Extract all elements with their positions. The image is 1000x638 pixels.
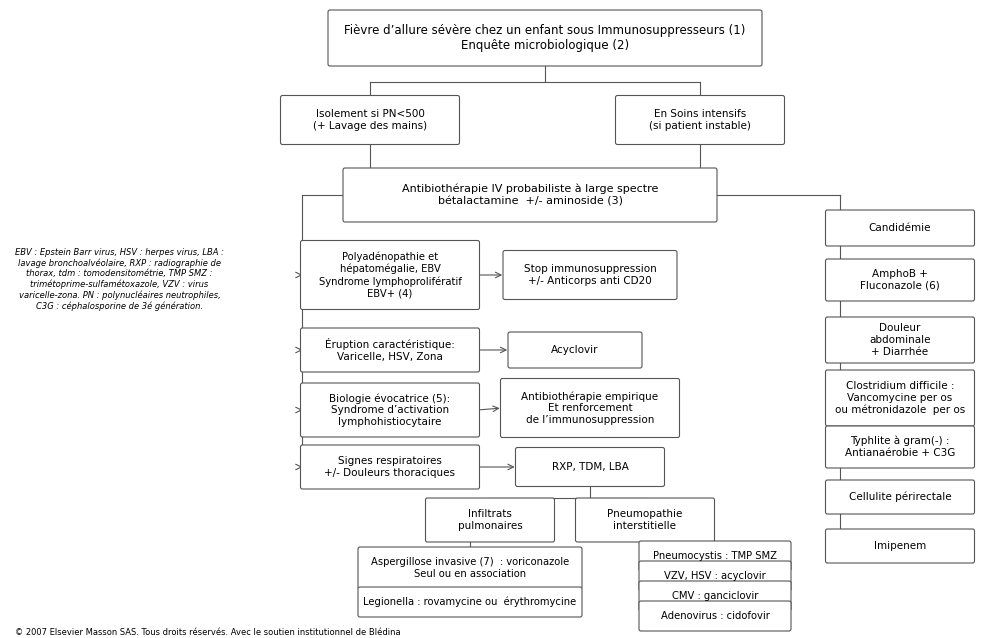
FancyBboxPatch shape [826,317,974,363]
FancyBboxPatch shape [639,581,791,611]
Text: Aspergillose invasive (7)  : voriconazole
Seul ou en association: Aspergillose invasive (7) : voriconazole… [371,557,569,579]
FancyBboxPatch shape [826,370,974,426]
FancyBboxPatch shape [516,447,664,487]
FancyBboxPatch shape [639,561,791,591]
Text: Legionella : rovamycine ou  érythromycine: Legionella : rovamycine ou érythromycine [363,597,577,607]
FancyBboxPatch shape [826,210,974,246]
Text: VZV, HSV : acyclovir: VZV, HSV : acyclovir [664,571,766,581]
Text: Fièvre d’allure sévère chez un enfant sous Immunosuppresseurs (1)
Enquête microb: Fièvre d’allure sévère chez un enfant so… [344,24,746,52]
Text: Isolement si PN<500
(+ Lavage des mains): Isolement si PN<500 (+ Lavage des mains) [313,109,427,131]
FancyBboxPatch shape [826,259,974,301]
FancyBboxPatch shape [358,587,582,617]
Text: CMV : ganciclovir: CMV : ganciclovir [672,591,758,601]
FancyBboxPatch shape [426,498,554,542]
FancyBboxPatch shape [300,445,480,489]
FancyBboxPatch shape [639,541,791,571]
FancyBboxPatch shape [280,96,460,144]
FancyBboxPatch shape [639,601,791,631]
FancyBboxPatch shape [576,498,714,542]
FancyBboxPatch shape [826,529,974,563]
Text: Pneumocystis : TMP SMZ: Pneumocystis : TMP SMZ [653,551,777,561]
Text: Adenovirus : cidofovir: Adenovirus : cidofovir [661,611,769,621]
FancyBboxPatch shape [300,328,480,372]
Text: En Soins intensifs
(si patient instable): En Soins intensifs (si patient instable) [649,109,751,131]
Text: AmphoB +
Fluconazole (6): AmphoB + Fluconazole (6) [860,269,940,291]
Text: Signes respiratoires
+/- Douleurs thoraciques: Signes respiratoires +/- Douleurs thorac… [324,456,456,478]
Text: Acyclovir: Acyclovir [551,345,599,355]
FancyBboxPatch shape [503,251,677,299]
Text: Biologie évocatrice (5):
Syndrome d’activation
lymphohistiocytaire: Biologie évocatrice (5): Syndrome d’acti… [329,393,451,427]
FancyBboxPatch shape [501,378,680,438]
Text: RXP, TDM, LBA: RXP, TDM, LBA [552,462,628,472]
Text: Antibiothérapie empirique
Et renforcement
de l’immunosuppression: Antibiothérapie empirique Et renforcemen… [521,391,659,425]
FancyBboxPatch shape [826,426,974,468]
FancyBboxPatch shape [616,96,784,144]
FancyBboxPatch shape [300,241,480,309]
Text: Infiltrats
pulmonaires: Infiltrats pulmonaires [458,509,522,531]
Text: Clostridium difficile :
Vancomycine per os
ou métronidazole  per os: Clostridium difficile : Vancomycine per … [835,381,965,415]
Text: Antibiothérapie IV probabiliste à large spectre
bétalactamine  +/- aminoside (3): Antibiothérapie IV probabiliste à large … [402,184,658,206]
Text: EBV : Epstein Barr virus, HSV : herpes virus, LBA :
lavage bronchoalvéolaire, RX: EBV : Epstein Barr virus, HSV : herpes v… [15,248,224,311]
Text: © 2007 Elsevier Masson SAS. Tous droits réservés. Avec le soutien institutionnel: © 2007 Elsevier Masson SAS. Tous droits … [15,628,401,637]
FancyBboxPatch shape [508,332,642,368]
Text: Typhlite à gram(-) :
Antianaérobie + C3G: Typhlite à gram(-) : Antianaérobie + C3G [845,436,955,458]
Text: Éruption caractéristique:
Varicelle, HSV, Zona: Éruption caractéristique: Varicelle, HSV… [325,338,455,362]
Text: Polyadénopathie et
hépatomégalie, EBV
Syndrome lymphoprolifératif
EBV+ (4): Polyadénopathie et hépatomégalie, EBV Sy… [319,252,461,298]
Text: Candidémie: Candidémie [869,223,931,233]
FancyBboxPatch shape [300,383,480,437]
FancyBboxPatch shape [328,10,762,66]
Text: Stop immunosuppression
+/- Anticorps anti CD20: Stop immunosuppression +/- Anticorps ant… [524,264,656,286]
Text: Cellulite périrectale: Cellulite périrectale [849,492,951,502]
Text: Pneumopathie
interstitielle: Pneumopathie interstitielle [607,509,683,531]
FancyBboxPatch shape [343,168,717,222]
FancyBboxPatch shape [358,547,582,589]
FancyBboxPatch shape [826,480,974,514]
Text: Douleur
abdominale
+ Diarrhée: Douleur abdominale + Diarrhée [869,323,931,357]
Text: Imipenem: Imipenem [874,541,926,551]
